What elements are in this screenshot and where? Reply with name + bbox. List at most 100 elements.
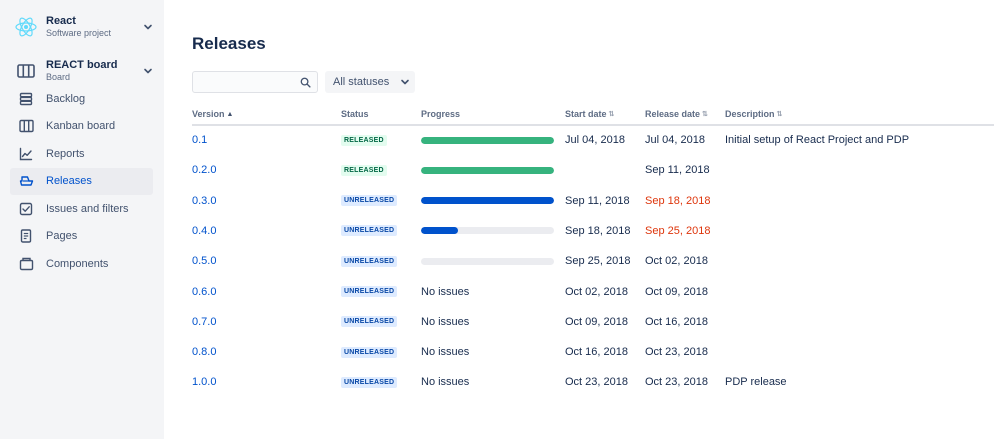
chevron-down-icon [142, 65, 154, 77]
status-badge: UNRELEASED [341, 225, 398, 237]
version-link[interactable]: 0.8.0 [192, 346, 217, 359]
status-badge: UNRELEASED [341, 316, 398, 328]
board-switcher[interactable]: REACT board Board [14, 59, 154, 83]
table-row: 0.6.0 UNRELEASED No issues Oct 02, 2018 Oct … [192, 277, 994, 307]
progress-text: No issues [421, 285, 470, 298]
version-link[interactable]: 0.7.0 [192, 315, 217, 328]
version-link[interactable]: 0.6.0 [192, 285, 217, 298]
status-filter-dropdown[interactable]: All statuses [325, 71, 415, 93]
start-date: Oct 23, 2018 [565, 376, 628, 389]
chevron-down-icon [142, 21, 154, 33]
version-link[interactable]: 0.5.0 [192, 255, 217, 268]
column-label: Description [725, 109, 775, 119]
progress-bar-fill [421, 136, 554, 144]
version-link[interactable]: 1.0.0 [192, 376, 217, 389]
progress-cell: No issues [421, 367, 469, 397]
project-name: React [46, 15, 76, 27]
table-row: 0.7.0 UNRELEASED No issues Oct 09, 2018 Oct … [192, 307, 994, 337]
sidebar: React Software project REACT board Board… [0, 0, 164, 439]
column-header-release-date[interactable]: Release date ⇅ [645, 108, 708, 120]
backlog-icon [18, 91, 34, 107]
status-filter-label: All statuses [333, 76, 390, 88]
progress-bar [421, 136, 554, 144]
issues-icon [18, 201, 34, 217]
sidebar-nav: Backlog Kanban board Reports Releases Issues… [10, 85, 153, 278]
project-type: Software project [46, 28, 112, 38]
sort-icon: ⇅ [608, 110, 615, 118]
release-date: Oct 09, 2018 [645, 285, 708, 298]
project-switcher[interactable]: React Software project [14, 14, 154, 40]
column-label: Version [192, 109, 225, 119]
progress-bar-fill [421, 227, 459, 235]
status-badge: RELEASED [341, 164, 387, 176]
board-type: Board [46, 72, 71, 82]
sort-ascending-icon: ▲ [226, 110, 234, 118]
table-row: 1.0.0 UNRELEASED No issues Oct 23, 2018 Oct … [192, 367, 994, 397]
start-date: Sep 18, 2018 [565, 224, 631, 237]
sidebar-item-label: Pages [46, 230, 78, 243]
board-icon [14, 63, 38, 79]
description: Initial setup of React Project and PDP [725, 134, 910, 146]
releases-icon [18, 173, 34, 189]
search-input[interactable] [199, 76, 299, 88]
column-label: Start date [565, 109, 607, 119]
progress-cell [421, 155, 554, 185]
column-header-start-date[interactable]: Start date ⇅ [565, 108, 614, 120]
column-header-status: Status [341, 108, 369, 120]
progress-text: No issues [421, 346, 470, 359]
sort-icon: ⇅ [776, 110, 783, 118]
release-date: Oct 23, 2018 [645, 346, 708, 359]
sidebar-item-releases[interactable]: Releases [10, 167, 153, 195]
sidebar-item-label: Releases [46, 175, 92, 188]
table-header-divider [192, 124, 994, 126]
progress-bar-fill [421, 166, 554, 174]
status-badge: UNRELEASED [341, 286, 398, 297]
sidebar-item-reports[interactable]: Reports [10, 140, 153, 168]
column-label: Status [341, 109, 369, 119]
sidebar-item-label: Backlog [46, 92, 86, 105]
components-icon [18, 256, 34, 272]
version-link[interactable]: 0.3.0 [192, 194, 217, 207]
column-header-progress: Progress [421, 108, 460, 120]
status-badge: UNRELEASED [341, 195, 398, 207]
table-row: 0.2.0 RELEASED Sep 11, 2018 [192, 155, 994, 185]
table-row: 0.4.0 UNRELEASED Sep 18, 2018 Sep 25, 2018 [192, 216, 994, 246]
sidebar-item-label: Reports [46, 147, 85, 160]
start-date: Oct 09, 2018 [565, 315, 628, 328]
table-row: 0.5.0 UNRELEASED Sep 25, 2018 Oct 02, 2018 [192, 246, 994, 276]
sidebar-item-pages[interactable]: Pages [10, 223, 153, 251]
sidebar-item-components[interactable]: Components [10, 250, 153, 278]
progress-bar [421, 227, 554, 235]
reports-icon [18, 146, 34, 162]
progress-text: No issues [421, 315, 470, 328]
sidebar-item-kanban-board[interactable]: Kanban board [10, 113, 153, 141]
status-badge: UNRELEASED [341, 376, 398, 388]
search-icon [299, 76, 311, 88]
start-date: Sep 11, 2018 [565, 194, 630, 207]
progress-cell: No issues [421, 337, 469, 367]
board-name: REACT board [46, 59, 118, 71]
sidebar-item-issues-and-filters[interactable]: Issues and filters [10, 195, 153, 223]
column-header-description[interactable]: Description ⇅ [725, 108, 782, 120]
progress-cell [421, 125, 554, 155]
sidebar-item-backlog[interactable]: Backlog [10, 85, 153, 113]
description: PDP release [725, 376, 787, 389]
progress-text: No issues [421, 376, 470, 389]
version-link[interactable]: 0.2.0 [192, 164, 217, 177]
column-header-version[interactable]: Version ▲ [192, 108, 233, 120]
progress-bar [421, 257, 554, 265]
table-row: 0.3.0 UNRELEASED Sep 11, 2018 Sep 18, 2018 [192, 186, 994, 216]
status-badge: UNRELEASED [341, 346, 398, 358]
react-logo-icon [14, 15, 38, 39]
sidebar-item-label: Issues and filters [46, 202, 129, 215]
release-date: Sep 11, 2018 [645, 164, 710, 177]
table-row: 0.8.0 UNRELEASED No issues Oct 16, 2018 Oct … [192, 337, 994, 367]
column-label: Release date [645, 109, 701, 119]
version-search[interactable] [192, 71, 318, 93]
version-link[interactable]: 0.1 [192, 134, 208, 146]
kanban-board-icon [18, 118, 34, 134]
version-link[interactable]: 0.4.0 [192, 224, 217, 237]
sidebar-item-label: Kanban board [46, 120, 116, 133]
start-date: Jul 04, 2018 [565, 134, 625, 146]
release-date: Jul 04, 2018 [645, 134, 705, 146]
